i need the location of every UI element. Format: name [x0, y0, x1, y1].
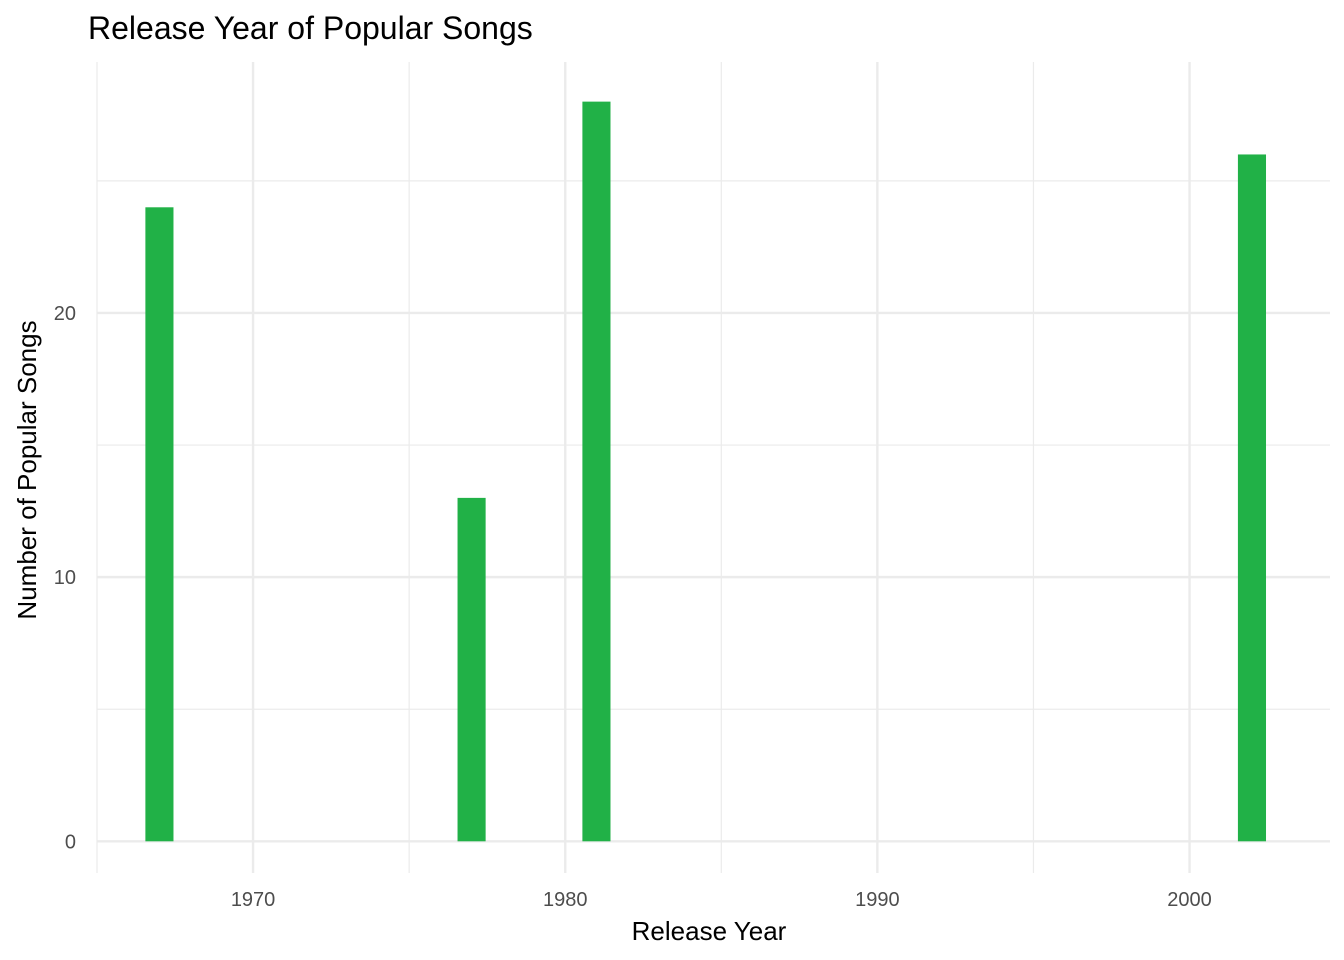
- grid-lines: [96, 62, 1330, 873]
- bar-2002: [1237, 154, 1267, 842]
- y-axis-title: Number of Popular Songs: [12, 320, 42, 619]
- bar-1977: [457, 497, 486, 842]
- y-axis-ticks: 0 10 20: [54, 303, 76, 853]
- y-tick-label: 0: [65, 831, 76, 853]
- x-tick-label: 1990: [855, 889, 900, 911]
- y-tick-label: 10: [54, 567, 76, 589]
- x-tick-label: 1970: [231, 889, 276, 911]
- bar-1967: [145, 207, 174, 842]
- chart-title: Release Year of Popular Songs: [88, 10, 533, 46]
- bar-1981: [582, 101, 611, 842]
- bars: [145, 101, 1267, 842]
- x-tick-label: 2000: [1167, 889, 1212, 911]
- y-tick-label: 20: [54, 303, 76, 325]
- x-tick-label: 1980: [543, 889, 588, 911]
- x-axis-title: Release Year: [632, 916, 787, 946]
- x-axis-ticks: 1970 1980 1990 2000: [231, 889, 1212, 911]
